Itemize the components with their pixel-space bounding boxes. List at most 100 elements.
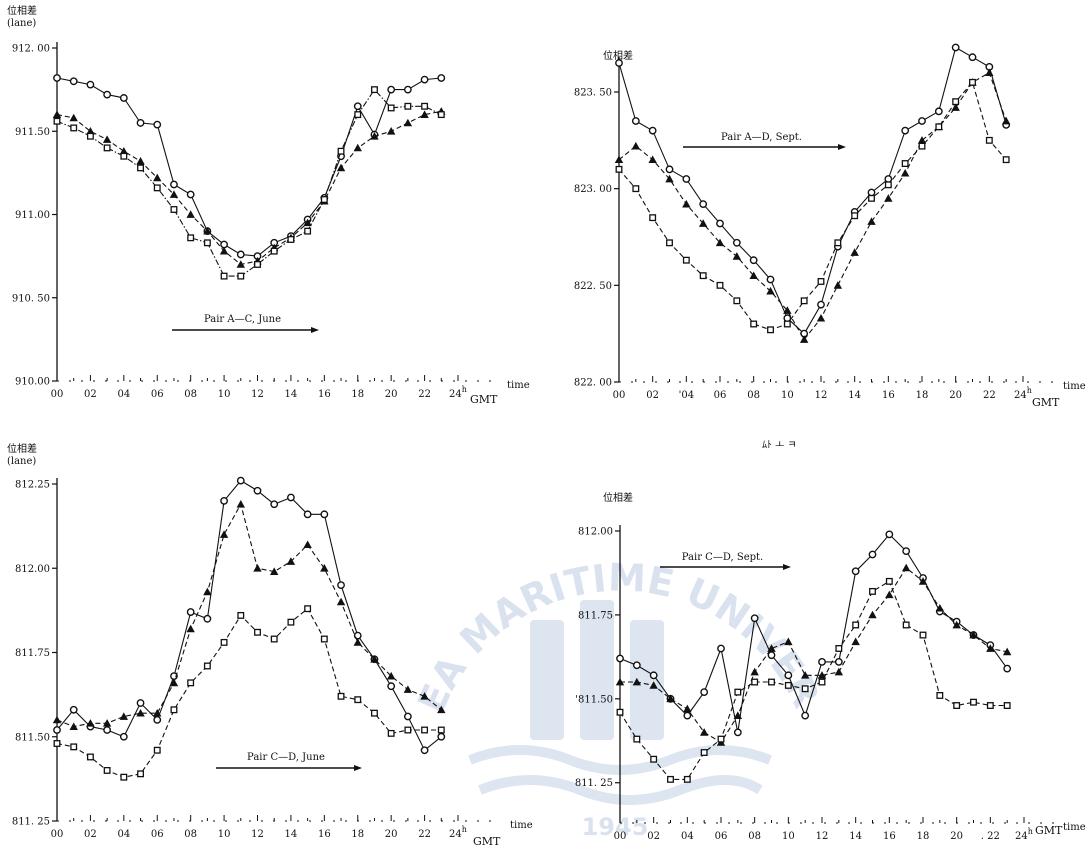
data-point-square bbox=[404, 726, 412, 734]
data-point-square bbox=[70, 124, 78, 132]
series-square bbox=[53, 86, 445, 280]
data-point-circle bbox=[682, 175, 691, 183]
pair-label-arrowhead bbox=[311, 327, 319, 333]
pair-label-arrowhead bbox=[838, 144, 846, 150]
data-point-triangle bbox=[733, 711, 743, 719]
pair-label-arrowhead bbox=[783, 564, 791, 570]
x-tick-label: 24h bbox=[1014, 386, 1032, 401]
data-point-circle bbox=[834, 657, 843, 666]
data-point-triangle bbox=[386, 671, 396, 680]
data-point-circle bbox=[766, 275, 775, 284]
x-tick-label: 10 bbox=[218, 389, 231, 400]
x-tick-label: 20 bbox=[385, 829, 398, 840]
data-point-triangle bbox=[336, 597, 346, 606]
y-tick-label: 911.00 bbox=[15, 210, 50, 221]
x-tick-label: 02 bbox=[84, 829, 97, 840]
x-tick-label: 02 bbox=[647, 831, 660, 842]
data-point-square bbox=[120, 152, 128, 160]
x-tick-label: 18 bbox=[917, 831, 930, 842]
data-point-square bbox=[750, 320, 758, 328]
x-tick-label: 04 bbox=[117, 389, 130, 400]
data-point-square bbox=[717, 735, 725, 743]
data-point-square bbox=[53, 740, 61, 747]
data-point-circle bbox=[801, 711, 810, 720]
data-point-triangle bbox=[69, 113, 78, 122]
data-point-square bbox=[817, 278, 825, 285]
x-axis-title: time bbox=[1063, 822, 1086, 833]
data-point-circle bbox=[220, 496, 228, 505]
x-tick-hour-sup: h bbox=[1027, 386, 1032, 395]
data-point-triangle bbox=[918, 577, 928, 585]
data-point-triangle bbox=[86, 127, 95, 135]
data-point-square bbox=[633, 735, 641, 743]
data-point-circle bbox=[103, 726, 112, 734]
x-tick-label: 22 bbox=[418, 389, 431, 400]
data-point-square bbox=[818, 678, 826, 686]
data-point-square bbox=[918, 142, 926, 150]
data-point-circle bbox=[203, 614, 212, 623]
data-point-square bbox=[733, 297, 741, 305]
data-point-square bbox=[287, 618, 295, 626]
data-point-square bbox=[801, 685, 809, 693]
data-point-circle bbox=[236, 250, 245, 259]
data-point-square bbox=[254, 628, 261, 636]
x-tick-label: 24h bbox=[449, 825, 467, 840]
data-point-triangle bbox=[353, 143, 362, 152]
data-point-triangle bbox=[799, 335, 809, 343]
data-point-circle bbox=[337, 581, 345, 589]
data-point-square bbox=[103, 767, 111, 774]
data-point-circle bbox=[749, 256, 758, 265]
data-point-square bbox=[835, 645, 843, 652]
data-point-circle bbox=[868, 550, 877, 559]
data-point-square bbox=[767, 326, 774, 334]
data-point-triangle bbox=[715, 238, 725, 247]
data-point-triangle bbox=[69, 722, 78, 730]
x-tick-label: 18 bbox=[351, 829, 364, 840]
data-point-triangle bbox=[649, 681, 658, 689]
x-tick-label: 00 bbox=[51, 389, 64, 400]
data-point-circle bbox=[253, 486, 262, 495]
data-point-triangle bbox=[102, 719, 112, 727]
x-tick-label: 10 bbox=[781, 390, 794, 401]
data-point-triangle bbox=[901, 563, 911, 572]
data-point-square bbox=[421, 102, 429, 110]
data-point-square bbox=[120, 773, 128, 781]
x-tick-label: 12 bbox=[816, 831, 829, 842]
data-point-circle bbox=[732, 238, 741, 247]
y-axis-title: 位相差 bbox=[603, 49, 633, 62]
series-line-triangle bbox=[56, 110, 442, 265]
data-point-circle bbox=[901, 126, 910, 135]
data-point-square bbox=[371, 86, 378, 94]
data-point-triangle bbox=[665, 174, 674, 183]
x-tick-label: 12 bbox=[815, 390, 828, 401]
data-point-circle bbox=[303, 510, 312, 519]
data-point-triangle bbox=[783, 306, 792, 314]
data-point-triangle bbox=[749, 271, 758, 280]
pair-label: Pair A—D, Sept. bbox=[721, 132, 802, 143]
data-point-circle bbox=[716, 219, 724, 228]
data-point-circle bbox=[186, 608, 195, 616]
data-point-triangle bbox=[850, 248, 859, 256]
data-point-circle bbox=[186, 190, 195, 199]
x-tick-hour-sup: h bbox=[462, 385, 467, 394]
data-point-circle bbox=[403, 85, 412, 94]
x-tick-label: 18 bbox=[351, 389, 364, 400]
data-point-square bbox=[103, 144, 111, 152]
data-point-circle bbox=[616, 654, 624, 663]
data-point-square bbox=[649, 214, 657, 222]
data-point-square bbox=[86, 132, 94, 140]
data-point-square bbox=[699, 272, 707, 280]
data-point-square bbox=[387, 104, 395, 112]
data-point-square bbox=[137, 164, 144, 172]
data-point-square bbox=[354, 111, 362, 119]
data-point-square bbox=[354, 696, 362, 704]
panel-pair-c-d-sept: 811. 25 '811.50 811.75 812.00 00 02 04 06 08 10 12… bbox=[575, 491, 1086, 842]
data-point-circle bbox=[53, 726, 61, 734]
x-tick-label: 14 bbox=[285, 389, 298, 400]
data-point-triangle bbox=[219, 246, 229, 255]
data-point-circle bbox=[750, 614, 759, 623]
data-point-square bbox=[220, 638, 228, 646]
data-point-square bbox=[734, 688, 742, 696]
data-point-triangle bbox=[699, 728, 709, 736]
